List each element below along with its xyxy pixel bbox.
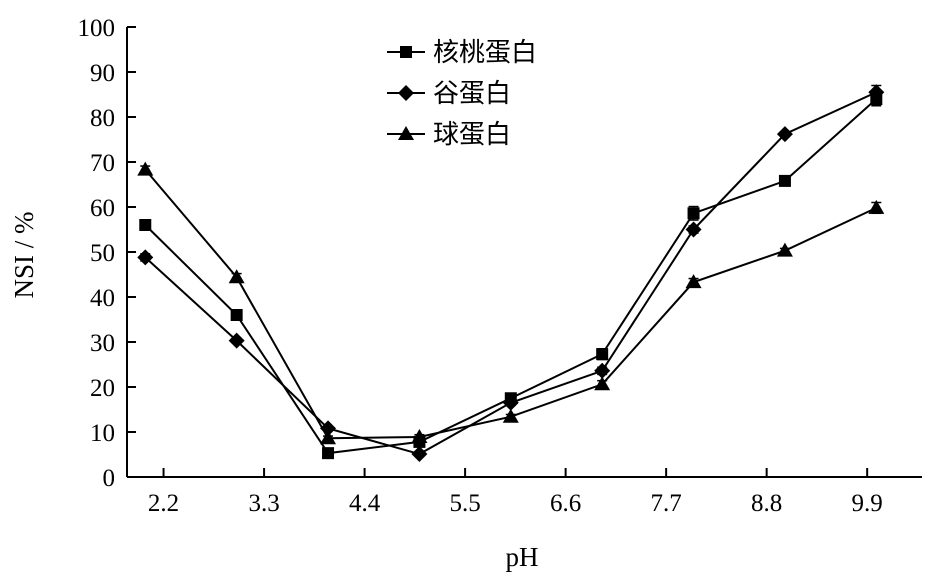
- series-triangle: [137, 161, 885, 445]
- data-point: [230, 309, 243, 321]
- data-point: [320, 430, 337, 445]
- legend-label: 球蛋白: [433, 120, 511, 150]
- data-point: [411, 428, 428, 443]
- legend-marker: [398, 85, 414, 101]
- x-tick-label: 6.6: [550, 490, 581, 517]
- data-point: [868, 199, 885, 214]
- x-tick-label: 7.7: [651, 490, 682, 517]
- data-point: [228, 332, 245, 349]
- data-point: [137, 161, 154, 176]
- legend-label: 谷蛋白: [433, 79, 511, 109]
- y-tick-label: 20: [90, 375, 115, 402]
- y-tick-label: 60: [90, 195, 115, 222]
- legend-item: 球蛋白: [387, 120, 511, 150]
- y-tick-label: 0: [103, 465, 116, 492]
- x-tick-label: 4.4: [349, 490, 381, 517]
- x-axis-title: pH: [506, 542, 539, 572]
- data-point: [687, 207, 700, 220]
- data-point: [322, 447, 335, 460]
- x-tick-label: 2.2: [148, 490, 179, 517]
- data-point: [778, 174, 791, 187]
- y-tick-label: 100: [78, 15, 116, 42]
- y-tick-label: 80: [90, 105, 115, 132]
- data-point: [502, 408, 519, 423]
- data-point: [502, 394, 519, 411]
- data-point: [139, 219, 152, 231]
- y-tick-label: 30: [90, 330, 115, 357]
- y-tick-label: 10: [90, 420, 115, 447]
- legend-marker: [400, 46, 412, 58]
- legend-label: 核桃蛋白: [433, 38, 537, 68]
- y-tick-label: 70: [90, 150, 115, 177]
- data-point: [594, 376, 611, 391]
- data-point: [137, 249, 154, 266]
- data-point: [228, 269, 245, 284]
- data-point: [594, 362, 611, 379]
- y-tick-label: 90: [90, 60, 115, 87]
- series-diamond: [137, 84, 885, 463]
- data-point: [685, 274, 702, 289]
- x-tick-label: 8.8: [751, 490, 782, 517]
- data-point: [776, 126, 793, 143]
- x-tick-label: 9.9: [852, 490, 883, 517]
- data-point: [596, 348, 609, 361]
- plot-area: [137, 84, 885, 463]
- legend-marker: [398, 126, 414, 140]
- data-point: [411, 446, 428, 463]
- x-tick-label: 3.3: [248, 490, 279, 517]
- y-tick-label: 40: [90, 285, 115, 312]
- axes: 0 10 20 30 40 50 60 70 80 90 100 2.2 3.3 4.4 5.5 6.6 7.7…: [78, 15, 922, 517]
- data-point: [868, 84, 885, 101]
- y-axis-title: NSI / %: [9, 212, 39, 299]
- legend-item: 核桃蛋白: [387, 38, 537, 68]
- legend-item: 谷蛋白: [387, 79, 511, 109]
- y-tick-label: 50: [90, 240, 115, 267]
- data-point: [776, 242, 793, 257]
- x-tick-label: 5.5: [449, 490, 480, 517]
- data-point: [685, 221, 702, 238]
